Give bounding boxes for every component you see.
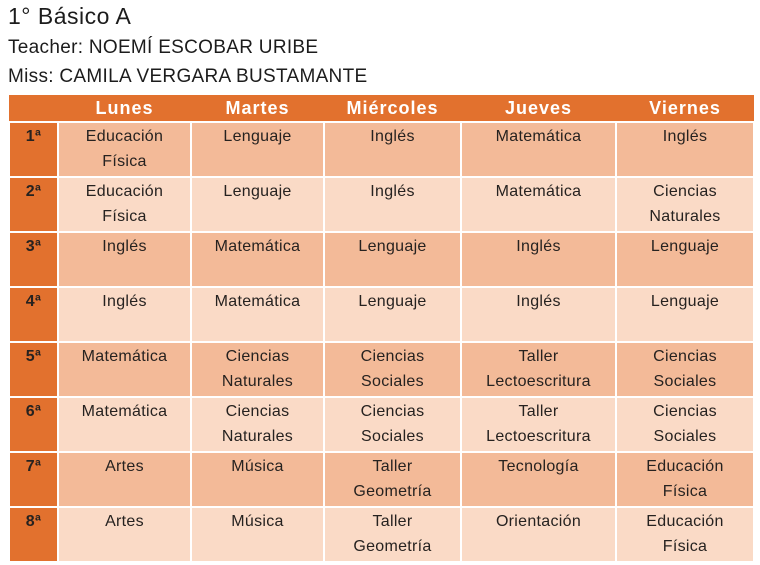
table-row-period-5: 5ª Matemática Ciencias Naturales Ciencia… (8, 341, 755, 398)
table-row-period-2: 2ª Educación Física Lenguaje Inglés Mate… (8, 176, 755, 233)
subject-cell: Matemática (460, 121, 617, 178)
subject-cell: Inglés (57, 286, 192, 343)
period-label: 4ª (8, 286, 59, 343)
subject-cell: Taller Lectoescritura (460, 396, 617, 453)
subject-cell: Música (190, 451, 325, 508)
subject-cell: Inglés (615, 121, 755, 178)
subject-cell: Ciencias Sociales (615, 396, 755, 453)
table-row-period-7: 7ª Artes Música Taller Geometría Tecnolo… (8, 451, 755, 508)
period-label: 2ª (8, 176, 59, 233)
period-label: 3ª (8, 231, 59, 288)
corner-cell (9, 95, 58, 122)
subject-cell: Artes (57, 506, 192, 563)
subject-cell: Lenguaje (190, 121, 325, 178)
subject-cell: Ciencias Naturales (190, 396, 325, 453)
subject-cell: Ciencias Sociales (615, 341, 755, 398)
subject-cell: Orientación (460, 506, 617, 563)
day-header-jueves: Jueves (461, 95, 616, 122)
subject-cell: Ciencias Naturales (615, 176, 755, 233)
subject-cell: Lenguaje (323, 231, 462, 288)
subject-cell: Música (190, 506, 325, 563)
subject-cell: Tecnología (460, 451, 617, 508)
subject-cell: Lenguaje (615, 286, 755, 343)
subject-cell: Lenguaje (615, 231, 755, 288)
subject-cell: Inglés (57, 231, 192, 288)
subject-cell: Matemática (190, 231, 325, 288)
page-title: 1° Básico A (8, 3, 132, 29)
subject-cell: Taller Geometría (323, 451, 462, 508)
subject-cell: Lenguaje (190, 176, 325, 233)
day-header-miercoles: Miércoles (324, 95, 461, 122)
subject-cell: Artes (57, 451, 192, 508)
period-label: 5ª (8, 341, 59, 398)
table-row-period-6: 6ª Matemática Ciencias Naturales Ciencia… (8, 396, 755, 453)
subject-cell: Lenguaje (323, 286, 462, 343)
subject-cell: Ciencias Sociales (323, 341, 462, 398)
weekly-timetable: Lunes Martes Miércoles Jueves Viernes 1ª… (8, 95, 755, 563)
day-header-lunes: Lunes (58, 95, 191, 122)
period-label: 7ª (8, 451, 59, 508)
subject-cell: Educación Física (615, 451, 755, 508)
subject-cell: Taller Lectoescritura (460, 341, 617, 398)
subject-cell: Inglés (323, 176, 462, 233)
subject-cell: Matemática (190, 286, 325, 343)
teacher-line: Teacher: NOEMÍ ESCOBAR URIBE (8, 37, 319, 58)
table-row-period-4: 4ª Inglés Matemática Lenguaje Inglés Len… (8, 286, 755, 343)
day-header-viernes: Viernes (616, 95, 754, 122)
subject-cell: Inglés (460, 231, 617, 288)
subject-cell: Educación Física (615, 506, 755, 563)
period-label: 6ª (8, 396, 59, 453)
subject-cell: Inglés (323, 121, 462, 178)
subject-cell: Ciencias Sociales (323, 396, 462, 453)
period-label: 1ª (8, 121, 59, 178)
table-row-period-8: 8ª Artes Música Taller Geometría Orienta… (8, 506, 755, 563)
subject-cell: Inglés (460, 286, 617, 343)
subject-cell: Educación Física (57, 176, 192, 233)
subject-cell: Matemática (57, 341, 192, 398)
period-label: 8ª (8, 506, 59, 563)
subject-cell: Taller Geometría (323, 506, 462, 563)
miss-line: Miss: CAMILA VERGARA BUSTAMANTE (8, 66, 368, 87)
table-row-period-1: 1ª Educación Física Lenguaje Inglés Mate… (8, 121, 755, 178)
day-header-martes: Martes (191, 95, 324, 122)
subject-cell: Matemática (460, 176, 617, 233)
subject-cell: Matemática (57, 396, 192, 453)
subject-cell: Ciencias Naturales (190, 341, 325, 398)
day-header-row: Lunes Martes Miércoles Jueves Viernes (9, 95, 754, 122)
table-row-period-3: 3ª Inglés Matemática Lenguaje Inglés Len… (8, 231, 755, 288)
subject-cell: Educación Física (57, 121, 192, 178)
